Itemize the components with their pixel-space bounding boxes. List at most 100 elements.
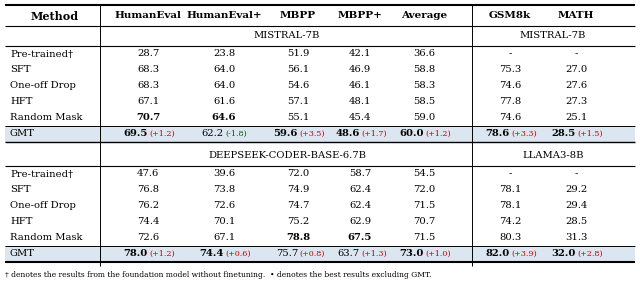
Text: (+0.8): (+0.8) xyxy=(299,250,324,258)
Text: 27.6: 27.6 xyxy=(565,82,587,90)
Text: 56.1: 56.1 xyxy=(287,65,309,74)
Text: GSM8k: GSM8k xyxy=(489,11,531,21)
Text: HumanEval+: HumanEval+ xyxy=(186,11,262,21)
Text: 27.0: 27.0 xyxy=(565,65,587,74)
Text: (+3.9): (+3.9) xyxy=(511,250,537,258)
Text: 58.3: 58.3 xyxy=(413,82,435,90)
Text: 47.6: 47.6 xyxy=(137,170,159,178)
Text: 78.1: 78.1 xyxy=(499,186,521,194)
Text: 74.6: 74.6 xyxy=(499,114,521,122)
Text: HumanEval: HumanEval xyxy=(115,11,181,21)
Text: † denotes the results from the foundation model without finetuning.  • denotes t: † denotes the results from the foundatio… xyxy=(5,271,431,279)
Text: 78.0: 78.0 xyxy=(124,249,148,259)
Text: Method: Method xyxy=(31,11,79,21)
Text: 74.9: 74.9 xyxy=(287,186,309,194)
Text: 29.4: 29.4 xyxy=(565,202,587,210)
Text: -: - xyxy=(574,170,578,178)
Text: 27.3: 27.3 xyxy=(565,98,587,106)
Text: 70.7: 70.7 xyxy=(413,217,435,227)
Text: 55.1: 55.1 xyxy=(287,114,309,122)
Text: 58.5: 58.5 xyxy=(413,98,435,106)
Text: 74.2: 74.2 xyxy=(499,217,521,227)
Text: (+2.8): (+2.8) xyxy=(577,250,603,258)
Text: 25.1: 25.1 xyxy=(565,114,587,122)
Text: 63.7: 63.7 xyxy=(338,249,360,259)
Text: 73.8: 73.8 xyxy=(213,186,235,194)
Text: HFT: HFT xyxy=(10,217,33,227)
Text: 29.2: 29.2 xyxy=(565,186,587,194)
Bar xyxy=(5,246,635,262)
Text: -: - xyxy=(574,49,578,59)
Bar xyxy=(5,126,635,142)
Text: 76.8: 76.8 xyxy=(137,186,159,194)
Text: Random Mask: Random Mask xyxy=(10,114,83,122)
Text: 67.1: 67.1 xyxy=(137,98,159,106)
Text: 73.0: 73.0 xyxy=(399,249,424,259)
Text: (+1.0): (+1.0) xyxy=(425,250,451,258)
Text: 36.6: 36.6 xyxy=(413,49,435,59)
Text: 64.0: 64.0 xyxy=(213,82,235,90)
Text: 67.1: 67.1 xyxy=(213,233,235,243)
Text: 76.2: 76.2 xyxy=(137,202,159,210)
Text: (+1.2): (+1.2) xyxy=(425,130,451,138)
Text: 57.1: 57.1 xyxy=(287,98,309,106)
Text: 58.8: 58.8 xyxy=(413,65,435,74)
Text: LLAMA3-8B: LLAMA3-8B xyxy=(522,152,584,160)
Text: 42.1: 42.1 xyxy=(349,49,371,59)
Text: Pre-trained†: Pre-trained† xyxy=(10,49,73,59)
Text: 74.4: 74.4 xyxy=(200,249,224,259)
Text: 62.9: 62.9 xyxy=(349,217,371,227)
Text: MBPP+: MBPP+ xyxy=(337,11,383,21)
Text: 59.6: 59.6 xyxy=(274,130,298,138)
Text: DEEPSEEK-CODER-BASE-6.7B: DEEPSEEK-CODER-BASE-6.7B xyxy=(208,152,366,160)
Text: 60.0: 60.0 xyxy=(399,130,424,138)
Text: SFT: SFT xyxy=(10,65,31,74)
Text: 62.2: 62.2 xyxy=(202,130,224,138)
Text: 46.1: 46.1 xyxy=(349,82,371,90)
Text: 74.6: 74.6 xyxy=(499,82,521,90)
Text: 75.7: 75.7 xyxy=(276,249,298,259)
Text: 28.5: 28.5 xyxy=(565,217,587,227)
Text: 54.5: 54.5 xyxy=(413,170,435,178)
Text: 70.7: 70.7 xyxy=(136,114,160,122)
Text: (+0.6): (+0.6) xyxy=(225,250,251,258)
Text: 77.8: 77.8 xyxy=(499,98,521,106)
Text: HFT: HFT xyxy=(10,98,33,106)
Text: -: - xyxy=(508,170,512,178)
Text: -: - xyxy=(508,49,512,59)
Text: 48.6: 48.6 xyxy=(335,130,360,138)
Text: One-off Drop: One-off Drop xyxy=(10,82,76,90)
Text: 78.8: 78.8 xyxy=(286,233,310,243)
Text: 72.6: 72.6 xyxy=(137,233,159,243)
Text: (+1.5): (+1.5) xyxy=(577,130,603,138)
Text: 74.4: 74.4 xyxy=(137,217,159,227)
Text: (-1.8): (-1.8) xyxy=(225,130,247,138)
Text: Pre-trained†: Pre-trained† xyxy=(10,170,73,178)
Text: MBPP: MBPP xyxy=(280,11,316,21)
Text: 51.9: 51.9 xyxy=(287,49,309,59)
Text: 64.6: 64.6 xyxy=(212,114,236,122)
Text: (+3.5): (+3.5) xyxy=(299,130,324,138)
Text: 82.0: 82.0 xyxy=(486,249,510,259)
Text: 78.1: 78.1 xyxy=(499,202,521,210)
Text: 75.2: 75.2 xyxy=(287,217,309,227)
Text: MATH: MATH xyxy=(557,11,595,21)
Text: 64.0: 64.0 xyxy=(213,65,235,74)
Text: 71.5: 71.5 xyxy=(413,202,435,210)
Text: GMT: GMT xyxy=(10,130,35,138)
Text: 59.0: 59.0 xyxy=(413,114,435,122)
Text: 68.3: 68.3 xyxy=(137,82,159,90)
Text: 28.5: 28.5 xyxy=(552,130,576,138)
Text: 72.0: 72.0 xyxy=(287,170,309,178)
Text: (+1.3): (+1.3) xyxy=(361,250,387,258)
Text: 62.4: 62.4 xyxy=(349,202,371,210)
Text: SFT: SFT xyxy=(10,186,31,194)
Text: 70.1: 70.1 xyxy=(213,217,235,227)
Text: 74.7: 74.7 xyxy=(287,202,309,210)
Text: 54.6: 54.6 xyxy=(287,82,309,90)
Text: (+1.2): (+1.2) xyxy=(149,250,175,258)
Text: 67.5: 67.5 xyxy=(348,233,372,243)
Text: 78.6: 78.6 xyxy=(486,130,510,138)
Text: 71.5: 71.5 xyxy=(413,233,435,243)
Text: 45.4: 45.4 xyxy=(349,114,371,122)
